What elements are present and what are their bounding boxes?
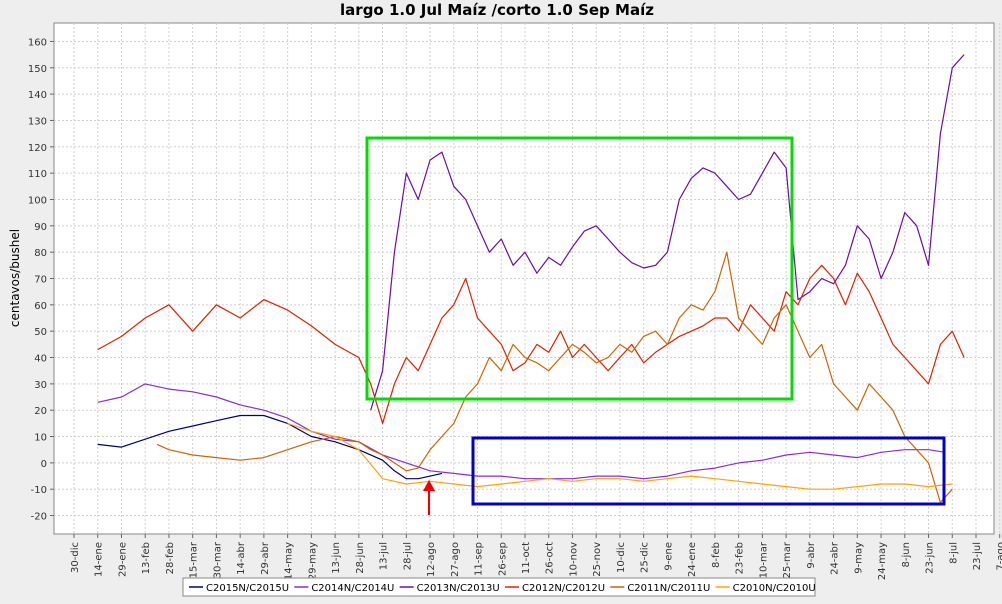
x-tick-label: 10-mar (758, 541, 769, 578)
x-tick-label: 14-abr (236, 541, 247, 575)
y-tick-label: 80 (34, 248, 47, 259)
legend-label: C2015N/C2015U (206, 583, 289, 594)
annotation-layer (365, 136, 946, 515)
y-tick-label: 130 (28, 116, 47, 127)
y-tick-label: 100 (28, 195, 47, 206)
legend-item: C2014N/C2014U (294, 583, 394, 594)
y-tick-label: 40 (34, 354, 47, 365)
x-tick-label: 23-jun (925, 542, 936, 574)
legend-item: C2012N/C2012U (505, 583, 605, 594)
y-tick-label: 0 (41, 459, 47, 470)
series-line-c2013n-c2013u (370, 54, 965, 411)
y-tick-label: -20 (31, 512, 47, 523)
x-tick-label: 11-sep (474, 542, 485, 576)
legend-label: C2011N/C2011U (627, 583, 710, 594)
y-tick-label: 120 (28, 143, 47, 154)
legend-label: C2012N/C2012U (522, 583, 605, 594)
x-tick-label: 29-ene (117, 542, 128, 577)
legend-label: C2013N/C2013U (417, 583, 500, 594)
x-tick-label: 23-jul (972, 542, 983, 570)
series-layer (97, 54, 965, 503)
x-tick-label: 9-ene (663, 542, 674, 571)
x-tick-label: 26-oct (545, 542, 556, 574)
legend-item: C2010N/C2010U (715, 583, 816, 594)
x-tick-label: 29-abr (260, 541, 271, 575)
legend-item: C2013N/C2013U (399, 583, 500, 594)
x-tick-label: 27-ago (450, 542, 461, 577)
chart-title: largo 1.0 Jul Maíz /corto 1.0 Sep Maíz (340, 1, 654, 19)
y-tick-label: 10 (34, 433, 47, 444)
y-tick-label: 90 (34, 222, 47, 233)
legend: C2015N/C2015U C2014N/C2014U C2013N/C2013U C… (182, 577, 816, 597)
x-tick-label: 28-feb (165, 542, 176, 574)
x-tick-label: 24-may (877, 542, 888, 580)
y-tick-label: -10 (31, 485, 47, 496)
y-axis: -20 -10 0 10 20 30 40 50 60 70 80 90 100 110 120 130 140… (28, 37, 54, 523)
x-tick-label: 8-jul (948, 542, 959, 564)
x-tick-label: 13-feb (141, 542, 152, 574)
legend-item: C2015N/C2015U (189, 583, 289, 594)
y-tick-label: 160 (28, 37, 47, 48)
x-tick-label: 9-abr (806, 541, 817, 568)
x-tick-label: 24-abr (830, 541, 841, 575)
x-tick-label: 14-may (284, 542, 295, 580)
grid-layer (54, 23, 1001, 534)
series-line-c2015n-c2015u (97, 414, 443, 480)
series-line-c2011n-c2011u (156, 251, 953, 503)
x-tick-label: 8-jun (901, 542, 912, 567)
x-tick-label: 28-jul (402, 542, 413, 570)
y-tick-label: 20 (34, 406, 47, 417)
x-tick-label: 30-mar (212, 541, 223, 578)
x-tick-label: 10-nov (568, 542, 579, 577)
x-tick-label: 26-sep (497, 542, 508, 576)
x-tick-label: 9-may (853, 542, 864, 574)
legend-label: C2010N/C2010U (733, 583, 816, 594)
legend-label: C2014N/C2014U (311, 583, 394, 594)
y-tick-label: 140 (28, 90, 47, 101)
x-tick-label: 25-dic (640, 542, 651, 573)
green-highlight-box (365, 136, 794, 401)
blue-highlight-box (471, 436, 946, 506)
y-tick-label: 110 (28, 169, 47, 180)
x-tick-label: 8-feb (711, 542, 722, 568)
legend-item: C2011N/C2011U (610, 583, 710, 594)
x-tick-label: 30-dic (70, 542, 81, 573)
x-tick-label: 25-mar (782, 541, 793, 578)
x-tick-label: 10-dic (616, 542, 627, 573)
x-tick-label: 13-jun (331, 542, 342, 574)
x-tick-label: 25-nov (592, 542, 603, 577)
series-line-c2012n-c2012u (97, 264, 965, 424)
y-tick-label: 70 (34, 275, 47, 286)
x-tick-label: 7-ago (996, 542, 1002, 571)
x-tick-label: 12-ago (426, 542, 437, 577)
x-tick-label: 15-mar (189, 541, 200, 578)
series-line-c2010n-c2010u (287, 422, 953, 490)
x-tick-label: 11-oct (521, 542, 532, 574)
y-tick-label: 50 (34, 327, 47, 338)
x-axis: 30-dic 14-ene 29-ene 13-feb 28-feb 15-mar 30-m… (70, 534, 1002, 580)
x-tick-label: 13-jul (379, 542, 390, 570)
y-tick-label: 150 (28, 64, 47, 75)
x-tick-label: 23-feb (735, 542, 746, 574)
y-axis-label: centavos/bushel (8, 229, 22, 327)
y-tick-label: 60 (34, 301, 47, 312)
series-line-c2014n-c2014u (97, 383, 946, 480)
x-tick-label: 28-jun (355, 542, 366, 574)
x-tick-label: 29-may (307, 542, 318, 580)
x-tick-label: 24-ene (687, 542, 698, 577)
x-tick-label: 14-ene (94, 542, 105, 577)
red-arrow-head (423, 480, 435, 491)
y-tick-label: 30 (34, 380, 47, 391)
legend-box (182, 577, 816, 597)
